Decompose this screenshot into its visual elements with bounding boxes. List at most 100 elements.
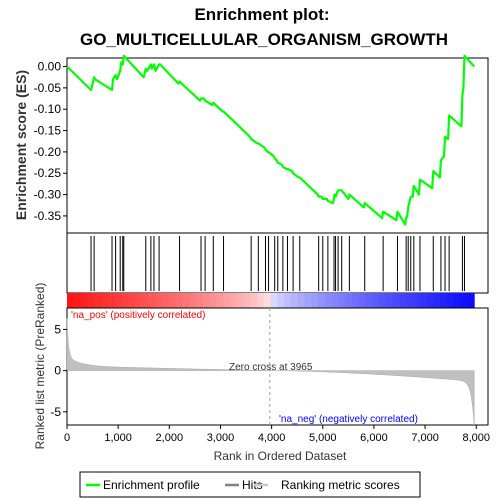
neg-correlated-label: 'na_neg' (negatively correlated)	[279, 414, 418, 425]
color-bar-segment	[257, 293, 265, 308]
es-y-tick-label: -0.15	[34, 124, 62, 138]
color-bar-segment	[128, 293, 136, 308]
color-bar-segment	[352, 293, 360, 308]
es-y-axis-label: Enrichment score (ES)	[13, 70, 29, 220]
color-bar-segment	[385, 293, 394, 308]
x-tick-label: 5,000	[309, 432, 337, 444]
enrichment-profile-line	[66, 54, 476, 226]
color-bar-segment	[270, 293, 278, 308]
color-bar-segment	[467, 293, 475, 308]
color-bar-segment	[399, 293, 407, 308]
chart-title-line2: GO_MULTICELLULAR_ORGANISM_GROWTH	[80, 30, 448, 49]
color-bar-segment	[80, 293, 88, 308]
color-bar-segment	[168, 293, 177, 308]
color-bar-segment	[195, 293, 204, 308]
color-bar-segment	[447, 293, 455, 308]
color-bar-segment	[379, 293, 387, 308]
color-bar-segment	[365, 293, 373, 308]
hits-legend-label: Hits	[242, 478, 263, 492]
color-bar-segment	[229, 293, 238, 308]
color-bar-segment	[345, 293, 353, 308]
ranking-metric-legend-label: Ranking metric scores	[281, 478, 400, 492]
color-bar-segment	[338, 293, 346, 308]
x-tick-label: 0	[64, 432, 70, 444]
hits-group	[90, 236, 465, 291]
rank-y-tick-label: 5	[54, 322, 61, 336]
color-bar-segment	[358, 293, 367, 308]
color-bar-segment	[297, 293, 306, 308]
color-bar-segment	[277, 293, 285, 308]
color-bar-segment	[73, 293, 82, 308]
color-bar-segment	[250, 293, 258, 308]
color-bar-segment	[114, 293, 122, 308]
es-y-tick-label: 0.00	[38, 60, 62, 74]
es-y-tick-label: -0.20	[34, 145, 62, 159]
color-bar-segment	[87, 293, 95, 308]
es-y-tick-label: -0.25	[34, 166, 62, 180]
chart-title-line1: Enrichment plot:	[194, 5, 329, 24]
rank-y-axis: 5 0 -5	[50, 322, 67, 419]
color-bar-segment	[290, 293, 299, 308]
x-tick-label: 7,000	[411, 432, 439, 444]
color-bar-segment	[100, 293, 109, 308]
color-bar-segment	[141, 293, 149, 308]
es-y-tick-label: -0.30	[34, 188, 62, 202]
color-bar-segment	[392, 293, 401, 308]
color-bar-segment	[419, 293, 428, 308]
es-y-tick-label: -0.05	[34, 81, 62, 95]
color-bar-segment	[182, 293, 190, 308]
color-bar-segment	[189, 293, 197, 308]
color-bar-segment	[311, 293, 319, 308]
x-tick-label: 8,000	[462, 432, 490, 444]
color-bar-segment	[453, 293, 462, 308]
x-tick-label: 3,000	[207, 432, 235, 444]
enrichment-profile-legend-label: Enrichment profile	[103, 478, 200, 492]
color-bar-segment	[406, 293, 414, 308]
color-bar-segment	[331, 293, 339, 308]
color-bar-segment	[426, 293, 434, 308]
color-bar-segment	[155, 293, 163, 308]
es-y-axis: 0.00 -0.05 -0.10 -0.15 -0.20 -0.25 -0.30 -0.35	[34, 60, 67, 223]
rank-color-bar	[67, 293, 475, 308]
color-bar-segment	[304, 293, 312, 308]
color-bar-segment	[413, 293, 421, 308]
color-bar-segment	[148, 293, 156, 308]
pos-correlated-label: 'na_pos' (positively correlated)	[71, 310, 205, 321]
legend-box	[79, 471, 421, 498]
color-bar-segment	[67, 293, 75, 308]
color-bar-segment	[236, 293, 244, 308]
rank-panel-frame	[66, 307, 489, 426]
x-tick-label: 1,000	[104, 432, 132, 444]
color-bar-segment	[121, 293, 129, 308]
color-bar-segment	[216, 293, 224, 308]
color-bar-segment	[175, 293, 183, 308]
color-bar-segment	[372, 293, 380, 308]
ranking-metric-area	[66, 318, 475, 426]
color-bar-segment	[223, 293, 231, 308]
color-bar-segment	[440, 293, 448, 308]
zero-cross-label: Zero cross at 3965	[229, 362, 313, 373]
color-bar-segment	[284, 293, 292, 308]
es-y-tick-label: -0.10	[34, 102, 62, 116]
rank-y-tick-label: 0	[54, 364, 61, 378]
color-bar-segment	[318, 293, 326, 308]
color-bar-segment	[107, 293, 116, 308]
color-bar-segment	[162, 293, 170, 308]
es-y-tick-label: -0.35	[34, 209, 62, 223]
rank-y-axis-label: Ranked list metric (PreRanked)	[33, 283, 47, 450]
color-bar-segment	[263, 293, 272, 308]
color-bar-segment	[94, 293, 102, 308]
color-bar-segment	[134, 293, 143, 308]
color-bar-segment	[202, 293, 211, 308]
color-bar-segment	[243, 293, 251, 308]
x-axis: 0 1,000 2,000 3,000 4,000 5,000 6,000 7,000 8,00…	[64, 425, 490, 444]
es-panel-frame	[66, 57, 489, 234]
color-bar-segment	[460, 293, 468, 308]
x-tick-label: 6,000	[360, 432, 388, 444]
color-bar-segment	[209, 293, 217, 308]
color-bar-segment	[433, 293, 441, 308]
x-tick-label: 4,000	[258, 432, 286, 444]
x-tick-label: 2,000	[156, 432, 184, 444]
x-axis-label: Rank in Ordered Dataset	[214, 449, 347, 463]
